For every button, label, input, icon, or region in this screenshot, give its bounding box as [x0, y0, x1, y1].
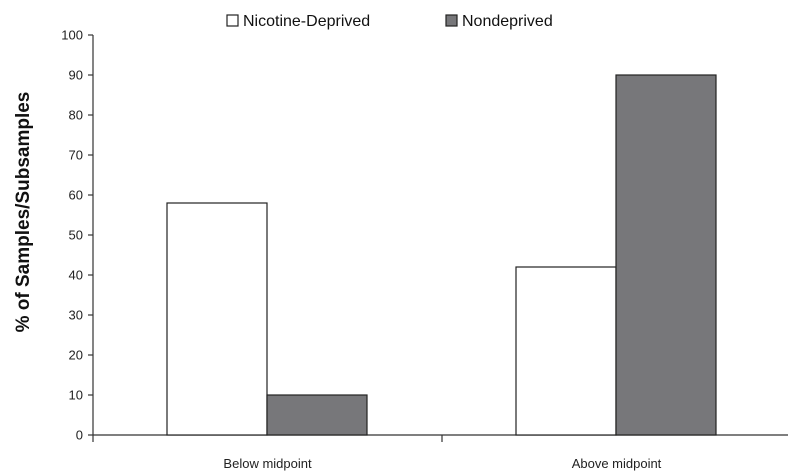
- bar-series: [166, 74, 717, 436]
- y-tick-label: 40: [69, 268, 83, 283]
- legend-label: Nicotine-Deprived: [243, 13, 370, 30]
- y-tick-label: 80: [69, 108, 83, 123]
- y-tick-label: 10: [69, 388, 83, 403]
- legend-swatch: [445, 14, 458, 27]
- y-tick-label: 60: [69, 188, 83, 203]
- bar-nondeprived: [615, 74, 717, 436]
- chart-legend: Nicotine-Deprived Nondeprived: [226, 13, 553, 30]
- x-axis: Below midpoint Above midpoint: [92, 434, 788, 471]
- y-tick-label: 30: [69, 308, 83, 323]
- y-tick-label: 0: [76, 428, 83, 443]
- bar-nondeprived: [266, 394, 368, 436]
- y-tick-label: 70: [69, 148, 83, 163]
- y-tick-label: 100: [61, 28, 83, 43]
- legend-swatch: [226, 14, 239, 27]
- y-tick-label: 90: [69, 68, 83, 83]
- bar-nicotine-deprived: [166, 202, 268, 436]
- y-tick-label: 50: [69, 228, 83, 243]
- legend-label: Nondeprived: [462, 13, 553, 30]
- y-tick-label: 20: [69, 348, 83, 363]
- x-category-label: Above midpoint: [572, 456, 662, 471]
- y-axis-title: % of Samples/Subsamples: [13, 92, 34, 333]
- y-axis: 0 10 20 30 40 50 60 70 80 90 100: [61, 28, 94, 443]
- x-category-label: Below midpoint: [223, 456, 312, 471]
- bar-nicotine-deprived: [515, 266, 617, 436]
